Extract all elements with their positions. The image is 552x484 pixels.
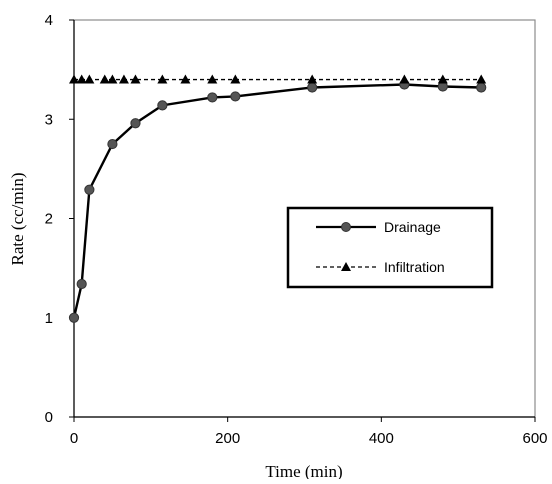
data-point-drainage [476, 82, 487, 93]
legend-label-infiltration: Infiltration [384, 259, 445, 275]
y-tick-label: 3 [45, 111, 53, 128]
x-tick-label: 0 [70, 430, 78, 447]
x-axis-ticks: 0 200 400 600 [70, 417, 548, 447]
y-tick-label: 0 [45, 409, 53, 426]
data-point-infiltration [107, 74, 118, 84]
x-axis-title: Time (min) [265, 462, 342, 479]
data-point-infiltration [130, 74, 141, 84]
data-point-drainage [84, 184, 95, 195]
legend-marker-infiltration [341, 262, 351, 271]
data-point-infiltration [437, 74, 448, 84]
data-point-drainage [130, 118, 141, 129]
y-tick-label: 1 [45, 310, 53, 327]
data-point-infiltration [84, 74, 95, 84]
series-line-drainage [72, 83, 482, 319]
data-point-infiltration [180, 74, 191, 84]
x-tick-label: 600 [522, 430, 547, 447]
data-point-infiltration [69, 74, 79, 84]
legend-box [286, 206, 494, 289]
data-point-infiltration [207, 74, 218, 84]
y-axis-title: Rate (cc/min) [8, 173, 27, 266]
data-point-infiltration [307, 74, 318, 84]
y-tick-label: 2 [45, 211, 53, 228]
legend: Drainage Infiltration [286, 206, 494, 289]
data-point-infiltration [399, 74, 410, 84]
data-point-infiltration [76, 74, 87, 84]
x-tick-label: 200 [215, 430, 240, 447]
data-point-drainage [207, 92, 218, 103]
data-point-drainage [107, 138, 118, 150]
data-point-infiltration [157, 74, 168, 84]
legend-label-drainage: Drainage [384, 219, 441, 235]
data-point-infiltration [118, 74, 129, 84]
data-point-infiltration [230, 74, 241, 84]
data-point-drainage [307, 82, 318, 93]
y-tick-label: 4 [45, 12, 53, 29]
data-point-drainage [68, 312, 80, 323]
data-point-drainage [230, 91, 241, 102]
y-axis-ticks: 0 1 2 3 4 [45, 12, 74, 426]
x-tick-label: 400 [369, 430, 394, 447]
data-point-drainage [157, 100, 168, 111]
data-point-infiltration [99, 74, 110, 84]
series-layer [68, 74, 487, 323]
legend-marker-drainage [341, 222, 351, 232]
data-point-drainage [76, 278, 87, 290]
data-point-infiltration [476, 74, 487, 84]
